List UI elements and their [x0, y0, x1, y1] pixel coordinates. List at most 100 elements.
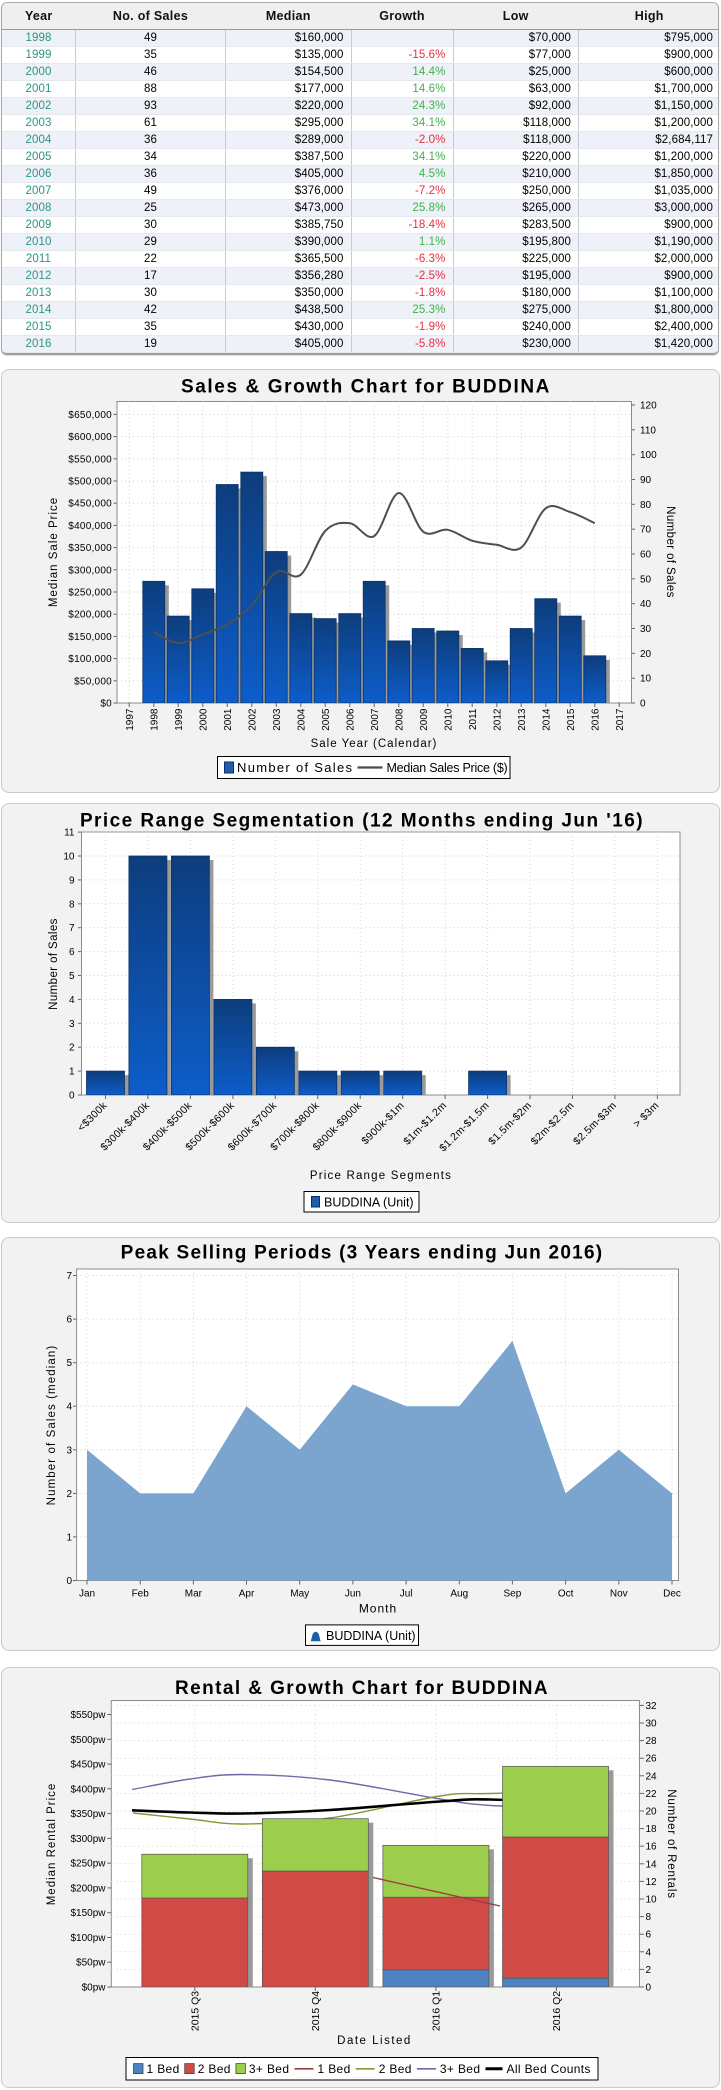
svg-text:$50,000: $50,000 [74, 676, 112, 687]
svg-text:Nov: Nov [610, 1589, 628, 1600]
svg-text:7: 7 [69, 923, 75, 934]
svg-text:28: 28 [646, 1736, 658, 1747]
svg-text:100: 100 [640, 450, 657, 461]
svg-text:2017: 2017 [615, 708, 626, 731]
svg-text:Peak Selling Periods (3 Years: Peak Selling Periods (3 Years ending Jun… [121, 1243, 604, 1264]
svg-text:$2.5m-$3m: $2.5m-$3m [571, 1100, 619, 1148]
svg-text:20: 20 [646, 1807, 658, 1818]
svg-text:9: 9 [69, 875, 75, 886]
svg-text:Oct: Oct [558, 1589, 574, 1600]
svg-text:2 Bed: 2 Bed [379, 2062, 412, 2076]
svg-text:2013: 2013 [517, 708, 528, 731]
svg-text:Median Sales Price ($): Median Sales Price ($) [387, 761, 508, 775]
svg-text:$350,000: $350,000 [68, 543, 112, 554]
svg-text:7: 7 [66, 1271, 72, 1282]
svg-text:30: 30 [640, 624, 652, 635]
svg-text:Median Rental Price: Median Rental Price [46, 1783, 58, 1906]
svg-text:2008: 2008 [394, 708, 405, 731]
svg-text:6: 6 [69, 947, 75, 958]
svg-text:Rental & Growth Chart for BUDD: Rental & Growth Chart for BUDDINA [175, 1678, 549, 1699]
svg-text:24: 24 [646, 1771, 658, 1782]
svg-text:90: 90 [640, 475, 652, 486]
svg-text:5: 5 [69, 971, 75, 982]
svg-text:$200,000: $200,000 [68, 610, 112, 621]
svg-text:Jan: Jan [79, 1589, 95, 1600]
svg-text:Dec: Dec [663, 1589, 681, 1600]
svg-text:$500pw: $500pw [70, 1735, 106, 1746]
svg-text:8: 8 [69, 899, 75, 910]
svg-text:10: 10 [646, 1895, 658, 1906]
svg-text:$150pw: $150pw [70, 1908, 106, 1919]
svg-text:2: 2 [69, 1043, 75, 1054]
svg-text:Jul: Jul [400, 1589, 413, 1600]
svg-text:3+ Bed: 3+ Bed [440, 2062, 480, 2076]
svg-text:0: 0 [66, 1576, 72, 1587]
svg-text:4: 4 [66, 1402, 72, 1413]
svg-text:Number of Sales: Number of Sales [48, 918, 60, 1010]
svg-text:Price Range Segmentation (12 M: Price Range Segmentation (12 Months endi… [80, 811, 644, 832]
svg-text:Aug: Aug [450, 1589, 468, 1600]
svg-text:120: 120 [640, 401, 657, 412]
svg-text:6: 6 [66, 1315, 72, 1326]
svg-text:50: 50 [640, 574, 652, 585]
svg-text:4: 4 [646, 1947, 652, 1958]
svg-text:$400pw: $400pw [70, 1784, 106, 1795]
svg-text:$300,000: $300,000 [68, 565, 112, 576]
svg-text:2000: 2000 [198, 708, 209, 731]
svg-text:3+ Bed: 3+ Bed [249, 2062, 289, 2076]
svg-text:$550,000: $550,000 [68, 454, 112, 465]
svg-text:3: 3 [66, 1445, 72, 1456]
svg-text:Number of Rentals: Number of Rentals [665, 1789, 677, 1898]
svg-text:Sep: Sep [504, 1589, 522, 1600]
svg-text:1 Bed: 1 Bed [147, 2062, 180, 2076]
svg-text:80: 80 [640, 500, 652, 511]
svg-text:2015 Q3: 2015 Q3 [189, 1991, 201, 2031]
svg-text:Apr: Apr [239, 1589, 255, 1600]
svg-text:3: 3 [69, 1019, 75, 1030]
svg-text:0: 0 [640, 699, 646, 710]
svg-text:2004: 2004 [296, 708, 307, 731]
svg-text:Number of Sales: Number of Sales [237, 760, 353, 775]
svg-text:<$300k: <$300k [75, 1099, 110, 1134]
svg-text:11: 11 [64, 828, 75, 839]
svg-text:Mar: Mar [185, 1589, 203, 1600]
svg-text:Sales & Growth Chart for BUDDI: Sales & Growth Chart for BUDDINA [181, 377, 551, 398]
svg-text:10: 10 [640, 674, 652, 685]
svg-text:2016: 2016 [590, 708, 601, 731]
svg-text:Sale Year (Calendar): Sale Year (Calendar) [311, 738, 438, 750]
svg-text:40: 40 [640, 599, 652, 610]
svg-text:Feb: Feb [132, 1589, 150, 1600]
svg-text:20: 20 [640, 649, 652, 660]
svg-text:5: 5 [66, 1358, 72, 1369]
svg-text:2012: 2012 [492, 708, 503, 731]
svg-text:$50pw: $50pw [76, 1958, 106, 1969]
svg-text:2002: 2002 [247, 708, 258, 731]
svg-text:2015 Q4: 2015 Q4 [310, 1991, 322, 2031]
svg-text:60: 60 [640, 550, 652, 561]
svg-text:22: 22 [646, 1789, 658, 1800]
svg-text:8: 8 [646, 1912, 652, 1923]
svg-text:Number of Sales (median): Number of Sales (median) [46, 1345, 58, 1506]
svg-text:$2m-$2.5m: $2m-$2.5m [529, 1100, 577, 1148]
svg-text:Median Sale Price: Median Sale Price [48, 497, 60, 607]
svg-text:BUDDINA (Unit): BUDDINA (Unit) [324, 1196, 414, 1210]
svg-text:$550pw: $550pw [70, 1710, 106, 1721]
svg-text:Price Range Segments: Price Range Segments [310, 1170, 452, 1182]
svg-text:Jun: Jun [345, 1589, 361, 1600]
svg-text:6: 6 [646, 1930, 652, 1941]
svg-text:$900k-$1m: $900k-$1m [359, 1100, 407, 1148]
svg-text:1997: 1997 [125, 708, 136, 731]
svg-text:1 Bed: 1 Bed [318, 2062, 351, 2076]
svg-text:2: 2 [66, 1489, 72, 1500]
svg-text:$100,000: $100,000 [68, 654, 112, 665]
svg-text:$0pw: $0pw [82, 1983, 107, 1994]
svg-text:10: 10 [63, 852, 75, 863]
svg-text:2001: 2001 [223, 708, 234, 731]
svg-text:Month: Month [359, 1602, 397, 1616]
svg-text:Date Listed: Date Listed [337, 2035, 412, 2047]
svg-text:2009: 2009 [419, 708, 430, 731]
svg-text:110: 110 [640, 425, 656, 436]
svg-text:12: 12 [646, 1877, 658, 1888]
svg-text:2010: 2010 [443, 708, 454, 731]
svg-text:2005: 2005 [321, 708, 332, 731]
